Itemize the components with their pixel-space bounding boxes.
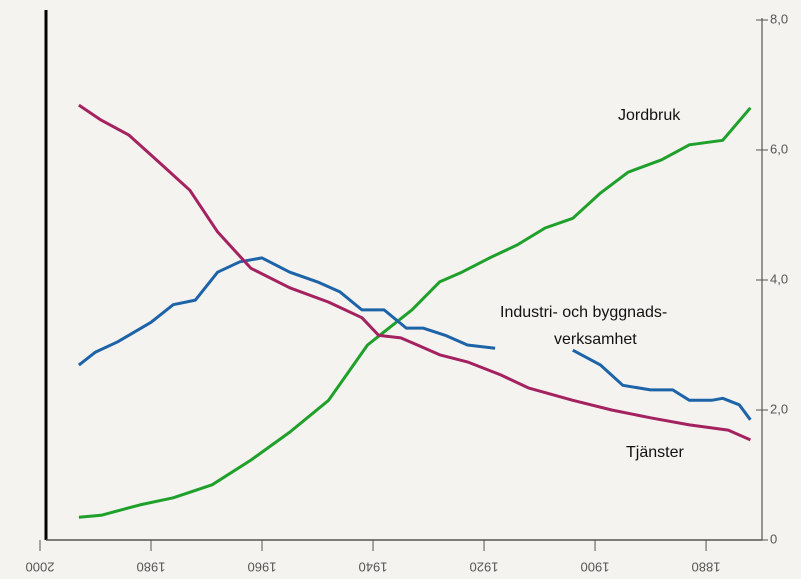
x-tick-label: 1940 [359, 560, 388, 575]
x-tick-label: 1920 [470, 560, 499, 575]
x-tick-label: 1980 [137, 560, 166, 575]
x-tick-label: 1880 [692, 560, 721, 575]
y-tick-label: 6,0 [770, 141, 788, 156]
series-line [77, 256, 752, 421]
label-tjanster: Tjänster [626, 444, 684, 461]
y-tick-label: 8,0 [770, 11, 788, 26]
y-tick-label: 4,0 [770, 271, 788, 286]
x-tick-label: 1900 [581, 560, 610, 575]
y-tick-label: 2,0 [770, 401, 788, 416]
series-line [78, 103, 752, 442]
series-line [78, 106, 752, 519]
label-industri-2: verksamhet [554, 331, 637, 348]
x-tick-label: 2000 [26, 560, 55, 575]
x-tick-label: 1960 [248, 560, 277, 575]
y-tick-label: 0 [770, 531, 777, 546]
label-industri: Industri- och byggnads- [500, 304, 667, 321]
label-jordbruk: Jordbruk [618, 107, 681, 124]
